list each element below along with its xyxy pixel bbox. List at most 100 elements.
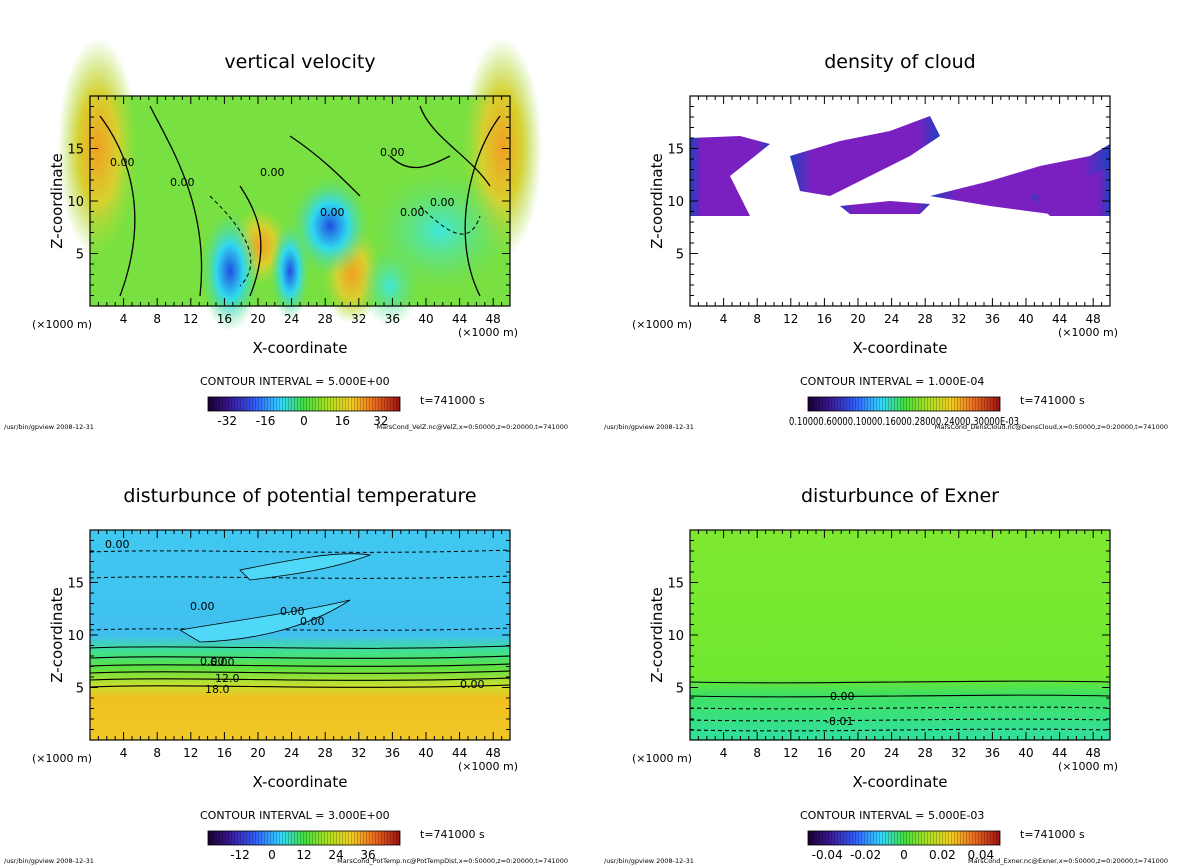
x-tick-label: 4 (720, 312, 728, 326)
x-tick-label: 4 (120, 746, 128, 760)
x-tick-label: 28 (918, 312, 933, 326)
colorbar-frame (207, 396, 401, 412)
contour-label: 0.00 (460, 678, 485, 691)
colorbar-frame (807, 830, 1001, 846)
plot-area (89, 530, 511, 740)
contour-label: 0.00 (830, 690, 855, 703)
contour-line (149, 105, 203, 297)
x-tick-label: 24 (284, 312, 299, 326)
footer-left: /usr/bin/gpview 2008-12-31 (604, 857, 694, 865)
y-tick-label: 15 (667, 577, 684, 592)
colorbar-tick-label: 0 (268, 848, 276, 862)
cloud-region (690, 136, 770, 216)
y-axis-label: Z-coordinate (648, 587, 666, 682)
x-tick-label: 4 (720, 746, 728, 760)
contour-line (689, 694, 1111, 698)
contour-label: 0.00 (110, 156, 135, 169)
y-tick-label: 10 (667, 629, 684, 644)
x-tick-label: 12 (783, 312, 798, 326)
cloud-region (1030, 166, 1110, 216)
x-tick-label: 32 (351, 312, 366, 326)
contour-line (419, 105, 491, 187)
contour-label: 0.00 (320, 206, 345, 219)
contour-label: 6.00 (210, 656, 235, 669)
time-label: t=741000 s (1020, 828, 1085, 841)
contour-line-dashed (419, 205, 481, 235)
chart-title: vertical velocity (224, 51, 375, 73)
y-tick-label: 15 (67, 577, 84, 592)
colorbar-tick-label: -16 (256, 414, 276, 428)
x-tick-label: 8 (153, 746, 161, 760)
colorbar-tick-label: -0.02 (850, 848, 881, 862)
x-tick-label: 28 (918, 746, 933, 760)
x-unit-left: (×1000 m) (632, 318, 692, 331)
y-tick-label: 5 (676, 682, 684, 697)
contour-interval: CONTOUR INTERVAL = 1.000E-04 (800, 375, 984, 388)
contour-line (89, 575, 511, 579)
contour-line (89, 677, 511, 681)
contour-region (178, 599, 351, 643)
x-tick-label: 36 (985, 746, 1000, 760)
contour-label: 0.00 (380, 146, 405, 159)
chart-title: density of cloud (824, 51, 976, 73)
x-tick-label: 16 (817, 312, 832, 326)
colorbar-tick-label: -32 (217, 414, 237, 428)
x-tick-label: 8 (153, 312, 161, 326)
chart-title: disturbunce of potential temperature (123, 485, 476, 507)
footer-left: /usr/bin/gpview 2008-12-31 (4, 857, 94, 865)
y-tick-label: 10 (667, 195, 684, 210)
contour-label: 18.0 (205, 683, 230, 696)
contour-line (689, 718, 1111, 722)
colorbar-stripes (208, 397, 400, 411)
colorbar-tick-label: 24 (328, 848, 343, 862)
x-unit-left: (×1000 m) (32, 318, 92, 331)
contour-interval: CONTOUR INTERVAL = 3.000E+00 (200, 809, 390, 822)
x-tick-label: 20 (850, 312, 865, 326)
x-unit-left: (×1000 m) (32, 752, 92, 765)
x-unit-right: (×1000 m) (458, 326, 518, 339)
x-tick-label: 24 (884, 312, 899, 326)
x-tick-label: 20 (850, 746, 865, 760)
chart-panel: disturbunce of potential temperature 0.00… (4, 485, 568, 865)
x-tick-label: 40 (1018, 312, 1033, 326)
x-tick-label: 20 (250, 746, 265, 760)
colorbar-stripes (808, 831, 1000, 845)
contour-line (389, 155, 451, 169)
x-tick-label: 40 (1018, 746, 1033, 760)
contour-line (689, 680, 1111, 684)
field-blob (200, 211, 260, 331)
contour-line (289, 135, 361, 197)
field-blob (290, 176, 370, 276)
colorbar-tick-label: 0.04 (967, 848, 994, 862)
chart-panel: vertical velocity 0.00 0.00 0.00 0.00 0.00 0.0… (4, 38, 568, 431)
x-tick-label: 28 (318, 746, 333, 760)
contour-line (89, 549, 511, 553)
x-tick-label: 12 (183, 746, 198, 760)
footer-right: MarsCond_Exner.nc@Exner,x=0:50000,z=0:20… (968, 857, 1168, 865)
colorbar-tick-label: 36 (360, 848, 375, 862)
colorbar-tick-label: 16 (335, 414, 350, 428)
contour-line-dashed (209, 195, 252, 287)
contour-interval: CONTOUR INTERVAL = 5.000E+00 (200, 375, 390, 388)
x-tick-label: 4 (120, 312, 128, 326)
y-tick-label: 10 (67, 195, 84, 210)
footer-right: MarsCond_PotTemp.nc@PotTempDist,x=0:5000… (337, 857, 568, 865)
contour-label: 0.00 (260, 166, 285, 179)
contour-label: 0.00 (200, 655, 225, 668)
colorbar-tick-label: 12 (296, 848, 311, 862)
contour-line (239, 185, 262, 297)
x-axis-label: X-coordinate (253, 773, 348, 791)
time-label: t=741000 s (420, 394, 485, 407)
colorbar-tick-label: 0 (900, 848, 908, 862)
x-tick-label: 8 (753, 746, 761, 760)
x-unit-left: (×1000 m) (632, 752, 692, 765)
contour-label: 0.00 (280, 605, 305, 618)
contour-line (689, 706, 1111, 710)
x-tick-label: 8 (753, 312, 761, 326)
y-axis-label: Z-coordinate (48, 587, 66, 682)
y-axis-label: Z-coordinate (48, 153, 66, 248)
contour-line (89, 645, 511, 649)
